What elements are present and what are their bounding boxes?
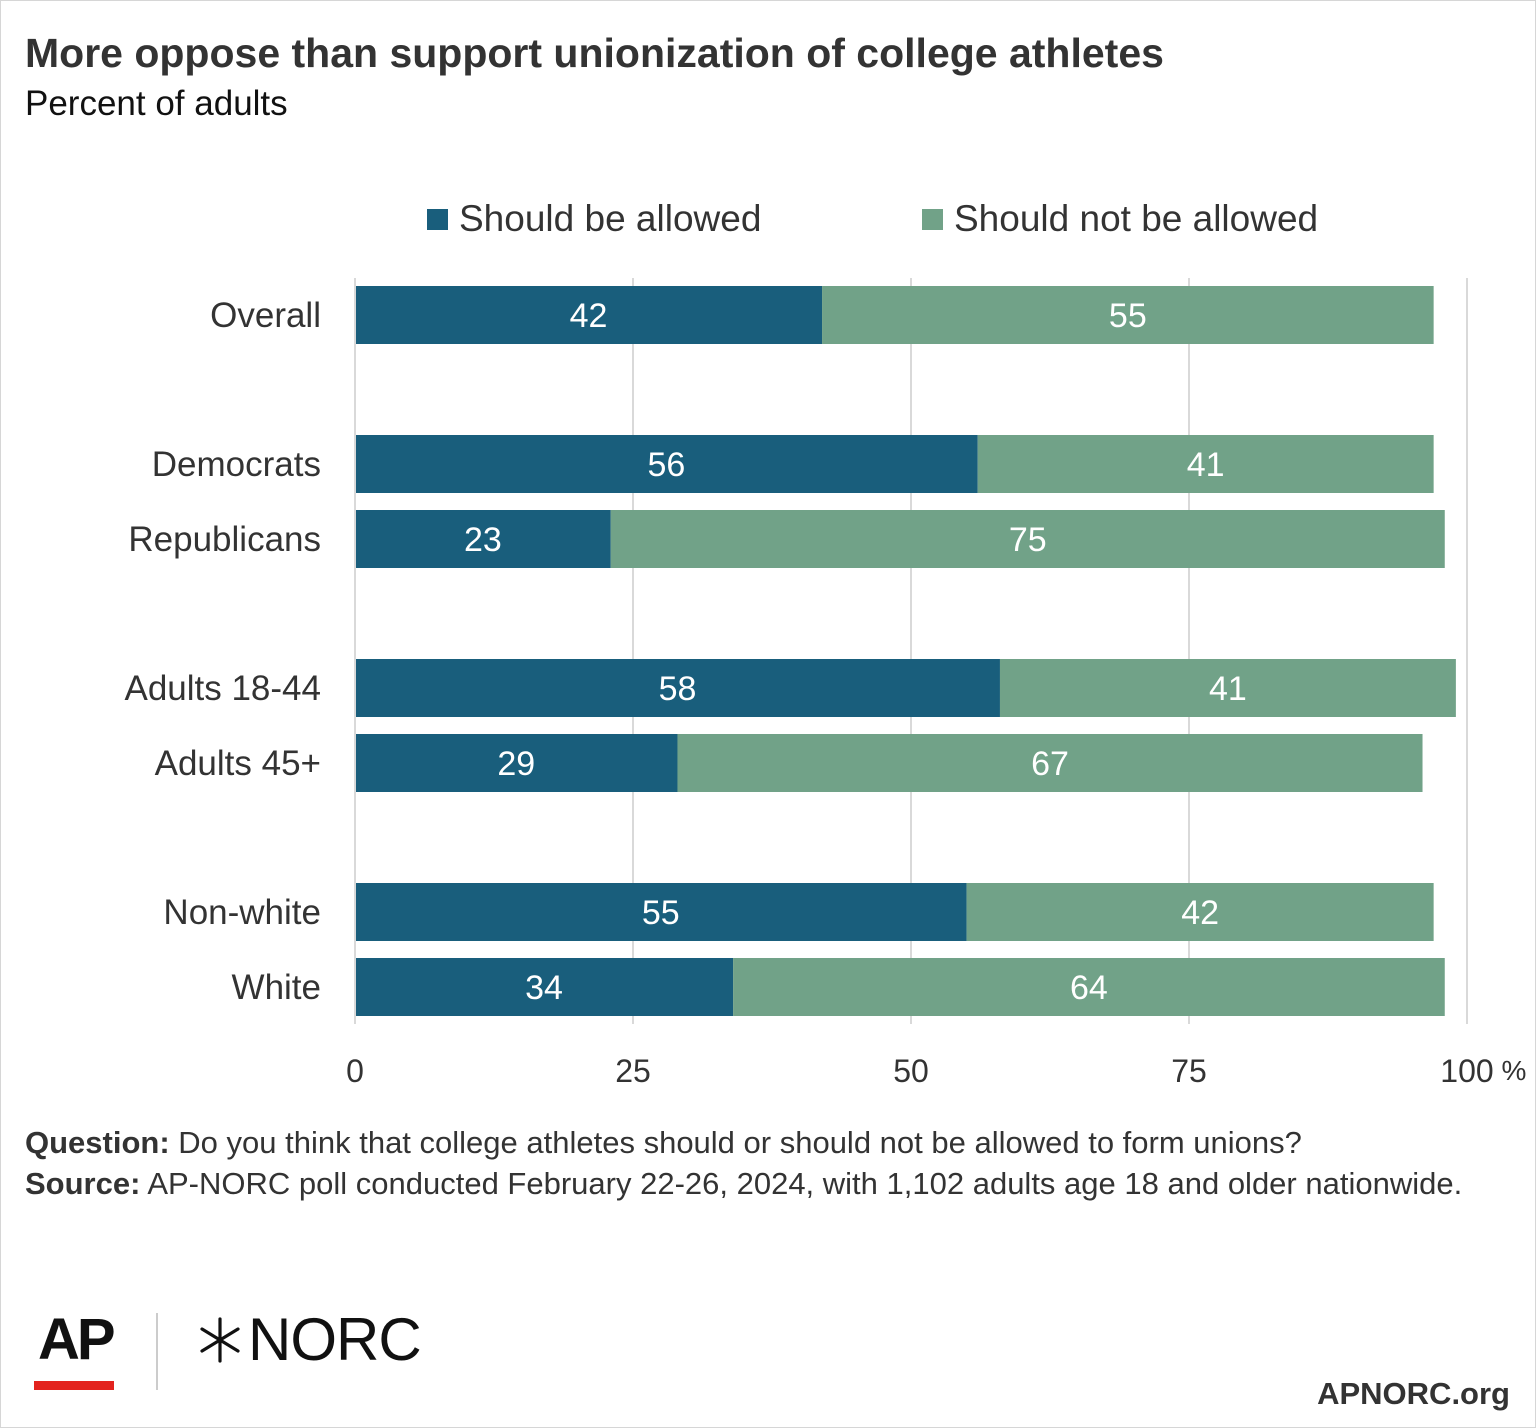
- question-text: Do you think that college athletes shoul…: [169, 1125, 1302, 1160]
- category-label-6: White: [232, 968, 321, 1007]
- source-text: AP-NORC poll conducted February 22-26, 2…: [140, 1166, 1463, 1201]
- norc-star-icon: [200, 1316, 240, 1363]
- bar-not-allowed-1: [977, 435, 1434, 493]
- site-url: APNORC.org: [1317, 1376, 1510, 1411]
- category-label-0: Overall: [210, 296, 321, 335]
- data-label-not-allowed-5: 42: [1181, 894, 1219, 932]
- bar-not-allowed-3: [999, 659, 1456, 717]
- legend-item-not-allowed: Should not be allowed: [922, 198, 1318, 240]
- bar-allowed-5: [355, 883, 967, 941]
- data-label-not-allowed-1: 41: [1187, 446, 1225, 484]
- data-label-allowed-0: 42: [570, 297, 608, 335]
- legend: Should be allowed Should not be allowed: [0, 198, 1536, 248]
- x-tick-label-25: 25: [615, 1053, 651, 1089]
- x-tick-label-0: 0: [346, 1053, 364, 1089]
- ap-logo-bar: [34, 1381, 114, 1390]
- x-tick-label-75: 75: [1171, 1053, 1207, 1089]
- bar-not-allowed-6: [733, 958, 1445, 1016]
- bar-allowed-0: [355, 286, 823, 344]
- data-label-not-allowed-2: 75: [1009, 521, 1047, 559]
- category-label-4: Adults 45+: [155, 744, 321, 783]
- footnote: Question: Do you think that college athl…: [25, 1122, 1505, 1204]
- data-label-allowed-5: 55: [642, 894, 680, 932]
- chart-title: More oppose than support unionization of…: [25, 30, 1164, 76]
- norc-logo-text: NORC: [248, 1306, 422, 1373]
- legend-item-allowed: Should be allowed: [427, 198, 761, 240]
- bar-not-allowed-5: [966, 883, 1434, 941]
- bar-allowed-3: [355, 659, 1000, 717]
- data-label-allowed-2: 23: [464, 521, 502, 559]
- bar-chart: 0 25 50 75 100 % 42 55 Overall 56 41 Democrats 23 75 R…: [124, 278, 1527, 1089]
- chart-subtitle: Percent of adults: [25, 84, 288, 123]
- x-tick-label-100: 100: [1440, 1053, 1493, 1089]
- data-label-not-allowed-6: 64: [1070, 969, 1108, 1007]
- legend-swatch-not-allowed: [922, 208, 943, 230]
- bar-allowed-6: [355, 958, 734, 1016]
- data-label-not-allowed-0: 55: [1109, 297, 1147, 335]
- category-label-3: Adults 18-44: [124, 669, 321, 708]
- x-tick-label-50: 50: [893, 1053, 929, 1089]
- data-label-allowed-4: 29: [497, 745, 535, 783]
- bar-not-allowed-4: [677, 734, 1423, 792]
- question-note: Question: Do you think that college athl…: [25, 1122, 1505, 1163]
- category-label-1: Democrats: [152, 445, 321, 484]
- logo-divider: [156, 1313, 158, 1390]
- bar-not-allowed-0: [822, 286, 1434, 344]
- x-axis-unit: %: [1502, 1055, 1527, 1086]
- category-label-2: Republicans: [128, 520, 321, 559]
- data-label-not-allowed-3: 41: [1209, 670, 1247, 708]
- bar-allowed-4: [355, 734, 678, 792]
- ap-logo: AP: [38, 1307, 116, 1372]
- bar-not-allowed-2: [610, 510, 1445, 568]
- bar-allowed-1: [355, 435, 978, 493]
- category-label-5: Non-white: [163, 893, 321, 932]
- legend-label-allowed: Should be allowed: [459, 198, 762, 239]
- data-label-allowed-6: 34: [525, 969, 563, 1007]
- source-label: Source:: [25, 1166, 141, 1201]
- norc-logo: NORC: [194, 1305, 422, 1374]
- legend-label-not-allowed: Should not be allowed: [954, 198, 1319, 239]
- legend-swatch-allowed: [427, 208, 448, 230]
- data-label-allowed-1: 56: [647, 446, 685, 484]
- question-label: Question:: [25, 1125, 170, 1160]
- source-note: Source: AP-NORC poll conducted February …: [25, 1163, 1505, 1204]
- data-label-not-allowed-4: 67: [1031, 745, 1069, 783]
- bar-allowed-2: [355, 510, 611, 568]
- data-label-allowed-3: 58: [659, 670, 697, 708]
